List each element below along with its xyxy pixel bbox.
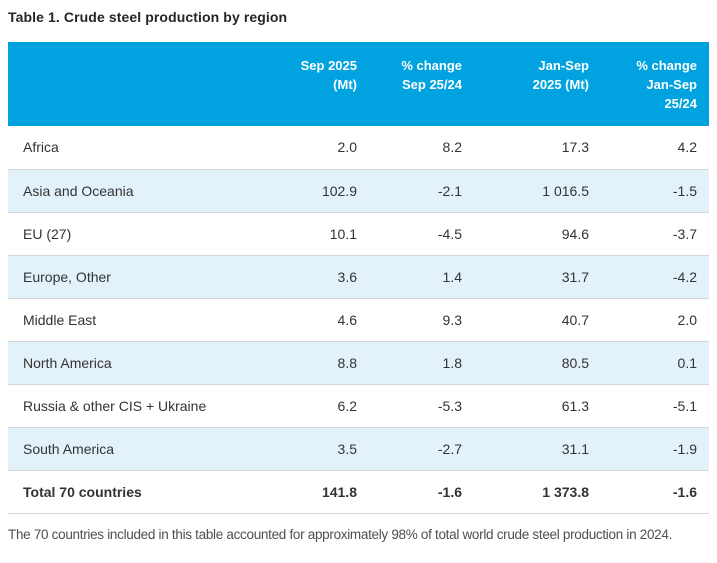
value-pct-jansep: -3.7 xyxy=(601,212,709,256)
value-sep-mt: 141.8 xyxy=(268,470,369,514)
value-sep-mt: 4.6 xyxy=(268,298,369,342)
value-pct-sep: 1.8 xyxy=(369,341,474,385)
value-pct-sep: -2.1 xyxy=(369,169,474,213)
region-label: EU (27) xyxy=(8,212,268,256)
value-sep-mt: 8.8 xyxy=(268,341,369,385)
table-row-eu-27: EU (27) 10.1 -4.5 94.6 -3.7 xyxy=(8,212,709,256)
table-row-europe-other: Europe, Other 3.6 1.4 31.7 -4.2 xyxy=(8,255,709,299)
region-label: Africa xyxy=(8,126,268,170)
value-pct-jansep: -5.1 xyxy=(601,384,709,428)
value-pct-jansep: 2.0 xyxy=(601,298,709,342)
value-jansep-mt: 80.5 xyxy=(474,341,601,385)
page: Table 1. Crude steel production by regio… xyxy=(8,9,709,542)
region-label: Total 70 countries xyxy=(8,470,268,514)
value-pct-sep: -4.5 xyxy=(369,212,474,256)
value-pct-jansep: 4.2 xyxy=(601,126,709,170)
value-jansep-mt: 94.6 xyxy=(474,212,601,256)
table-row-middle-east: Middle East 4.6 9.3 40.7 2.0 xyxy=(8,298,709,342)
table-row-asia-and-oceania: Asia and Oceania 102.9 -2.1 1 016.5 -1.5 xyxy=(8,169,709,213)
region-label: Middle East xyxy=(8,298,268,342)
value-jansep-mt: 1 373.8 xyxy=(474,470,601,514)
value-sep-mt: 10.1 xyxy=(268,212,369,256)
header-pct-change-jan-sep: % change Jan-Sep 25/24 xyxy=(601,42,709,126)
value-jansep-mt: 61.3 xyxy=(474,384,601,428)
value-pct-sep: -1.6 xyxy=(369,470,474,514)
value-pct-sep: -5.3 xyxy=(369,384,474,428)
value-sep-mt: 3.5 xyxy=(268,427,369,471)
value-sep-mt: 3.6 xyxy=(268,255,369,299)
page-title: Table 1. Crude steel production by regio… xyxy=(8,9,288,25)
table-row-africa: Africa 2.0 8.2 17.3 4.2 xyxy=(8,126,709,170)
header-region xyxy=(8,42,268,126)
table-row-russia-cis-ukraine: Russia & other CIS + Ukraine 6.2 -5.3 61… xyxy=(8,384,709,428)
table-row-total: Total 70 countries 141.8 -1.6 1 373.8 -1… xyxy=(8,470,709,514)
region-label: South America xyxy=(8,427,268,471)
value-pct-jansep: 0.1 xyxy=(601,341,709,385)
value-jansep-mt: 31.1 xyxy=(474,427,601,471)
table-body: Africa 2.0 8.2 17.3 4.2 Asia and Oceania… xyxy=(8,126,709,514)
header-row: Sep 2025 (Mt) % change Sep 25/24 Jan-Sep… xyxy=(8,42,709,126)
table-row-north-america: North America 8.8 1.8 80.5 0.1 xyxy=(8,341,709,385)
value-sep-mt: 102.9 xyxy=(268,169,369,213)
value-pct-jansep: -1.6 xyxy=(601,470,709,514)
value-pct-sep: 1.4 xyxy=(369,255,474,299)
region-label: Asia and Oceania xyxy=(8,169,268,213)
value-pct-sep: 8.2 xyxy=(369,126,474,170)
table-row-south-america: South America 3.5 -2.7 31.1 -1.9 xyxy=(8,427,709,471)
value-pct-jansep: -1.5 xyxy=(601,169,709,213)
value-jansep-mt: 31.7 xyxy=(474,255,601,299)
value-sep-mt: 2.0 xyxy=(268,126,369,170)
region-label: North America xyxy=(8,341,268,385)
header-pct-change-sep: % change Sep 25/24 xyxy=(369,42,474,126)
crude-steel-production-table: Sep 2025 (Mt) % change Sep 25/24 Jan-Sep… xyxy=(8,42,709,514)
value-pct-sep: -2.7 xyxy=(369,427,474,471)
table-header: Sep 2025 (Mt) % change Sep 25/24 Jan-Sep… xyxy=(8,42,709,126)
region-label: Russia & other CIS + Ukraine xyxy=(8,384,268,428)
value-pct-jansep: -1.9 xyxy=(601,427,709,471)
value-jansep-mt: 1 016.5 xyxy=(474,169,601,213)
value-jansep-mt: 40.7 xyxy=(474,298,601,342)
value-pct-sep: 9.3 xyxy=(369,298,474,342)
value-sep-mt: 6.2 xyxy=(268,384,369,428)
value-jansep-mt: 17.3 xyxy=(474,126,601,170)
region-label: Europe, Other xyxy=(8,255,268,299)
footnote: The 70 countries included in this table … xyxy=(8,526,673,542)
header-sep-2025-mt: Sep 2025 (Mt) xyxy=(268,42,369,126)
header-jan-sep-2025-mt: Jan-Sep 2025 (Mt) xyxy=(474,42,601,126)
value-pct-jansep: -4.2 xyxy=(601,255,709,299)
